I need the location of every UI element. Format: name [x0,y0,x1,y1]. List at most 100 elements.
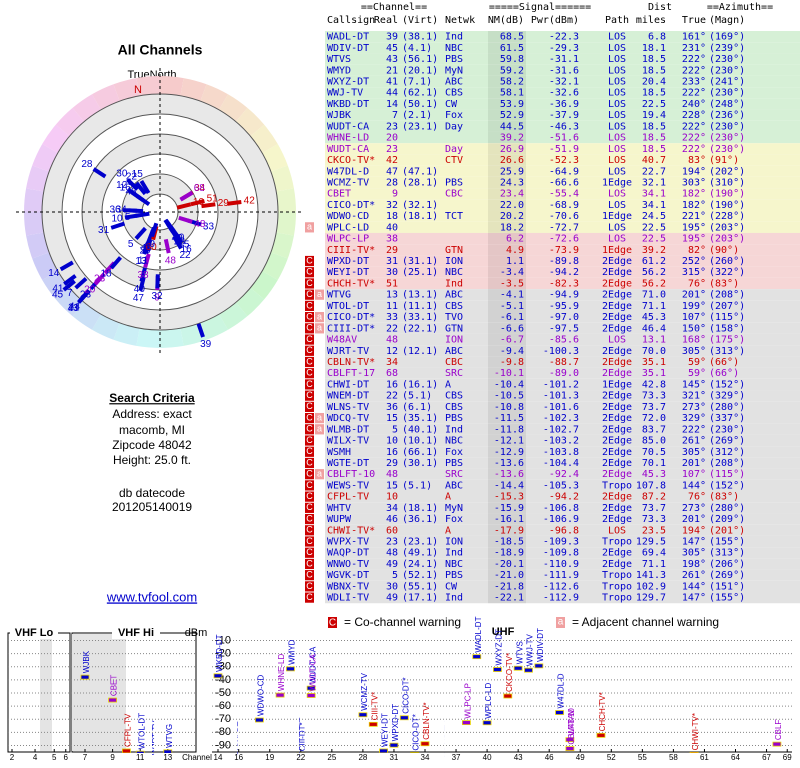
column-header: True [682,15,706,26]
cell: 49 [386,593,398,604]
signal-label: WDWO-CD [257,674,266,716]
signal-label: CKCO-TV* [505,653,514,692]
cell: WJRT-TV [327,346,369,357]
cell: ION [445,256,463,267]
cell: 34.1 [642,189,666,200]
signal-label: WJBK [82,650,91,673]
cell: 23.4 [500,189,524,200]
cell: (337°) [709,413,745,424]
cell: WDIV-DT [327,43,369,54]
nm-shade [488,580,526,592]
cell: 33 [386,312,398,323]
warning-badge [305,289,314,300]
station-ray [74,277,88,290]
ray-label: 34 [116,205,128,216]
warning-mark: C [306,536,313,546]
cell: -22.3 [549,32,579,43]
cell: 107° [682,312,706,323]
cell: -73.9 [549,245,579,256]
row-bg [325,457,800,469]
cell: -85.6 [549,335,579,346]
cell: 58.2 [500,76,524,87]
cell: (32.1) [402,200,438,211]
warning-mark: C [306,390,313,400]
cell: TCT [445,211,463,222]
cell: 145° [682,379,706,390]
nm-shade [488,390,526,402]
cell: LOS [608,222,626,233]
column-header: (Virt) [402,15,438,26]
cell: 1Edge [602,211,632,222]
cell: (18.1) [402,503,438,514]
cell: -106.8 [543,503,579,514]
cell: (269°) [709,570,745,581]
warning-badge [305,356,314,368]
x-tick-label: 46 [545,753,554,762]
signal-label: WPXD-DT [391,704,400,741]
cell: NBC [445,43,463,54]
cell: 83° [688,155,706,166]
group-header: ==Channel== [361,2,427,13]
cell: 59° [688,357,706,368]
signal-label: CBET [110,675,119,696]
cell: CICO-DT* [327,200,375,211]
cell: 222° [682,65,706,76]
signal-label: WXYZ-DT [495,629,504,666]
ray-label: 32 [151,291,163,302]
site-link[interactable]: www.tvfool.com [106,589,197,604]
cell: Day [445,144,463,155]
cell: 47 [386,166,398,177]
cell: LOS [608,76,626,87]
cell: Ind [445,32,463,43]
cell: (66.1) [402,447,438,458]
cell: -31.1 [549,54,579,65]
cell: -6.7 [500,335,524,346]
cell: -101.2 [543,379,579,390]
cell: -22.1 [494,593,524,604]
cell: 2Edge [602,278,632,289]
cell: -3.5 [500,278,524,289]
cell: 49 [386,559,398,570]
warning-badge [315,424,324,435]
cell: Fox [445,447,463,458]
cell: 102.9 [636,581,666,592]
signal-label: WHNE-LD [277,654,286,692]
station-ray [163,238,171,254]
y-tick-label: -50 [215,687,231,699]
ray-label: 16 [181,244,193,255]
cell: LOS [608,65,626,76]
cell: 60 [386,525,398,536]
cell: WLPC-LP [327,234,369,245]
cell: -20.1 [494,559,524,570]
cell: (36.1) [402,514,438,525]
cell: (55.1) [402,581,438,592]
cell: (50.1) [402,99,438,110]
cell: WHNE-LD [327,133,369,144]
cell: LOS [608,234,626,245]
station-ray [126,178,139,191]
nm-shade [488,468,526,480]
cell: 233° [682,76,706,87]
cell: 26.9 [500,144,524,155]
cell: GTN [445,323,463,334]
cell: CICO-DT* [327,312,375,323]
cell: 87.2 [642,492,666,503]
cell: 273° [682,503,706,514]
nm-shade [488,513,526,525]
x-tick-label: 61 [700,753,709,762]
signal-label: CHCH-TV* [598,692,607,731]
cell: 59° [688,368,706,379]
row-bg [325,535,800,548]
cell: 107° [682,469,706,480]
cell: 198° [682,559,706,570]
warning-mark: C [306,513,313,523]
signal-marker [461,720,471,726]
ring-segment [72,94,101,122]
cell: (248°) [709,99,745,110]
signal-marker [224,764,232,768]
nm-shade [488,322,526,334]
cell: (7.1) [402,76,432,87]
cell: 2Edge [602,548,632,559]
warning-mark: a [307,222,312,232]
cell: A [445,379,451,390]
